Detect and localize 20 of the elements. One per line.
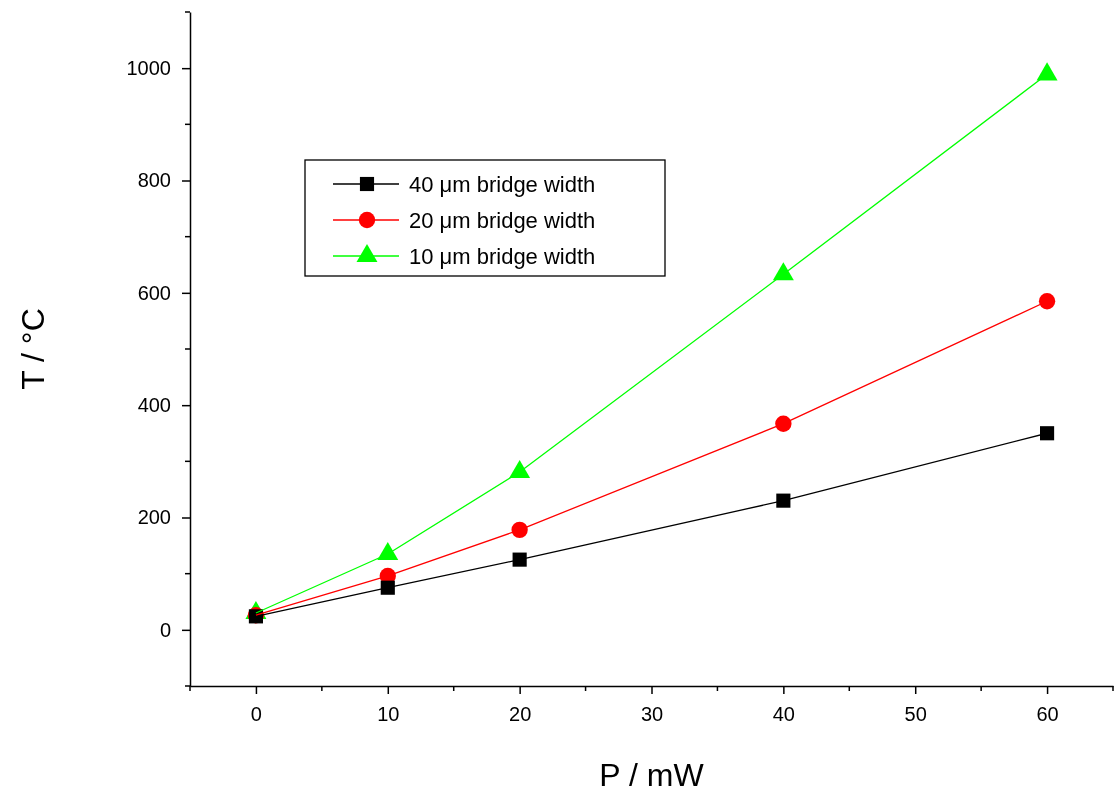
y-tick-label: 1000: [126, 57, 171, 80]
x-tick-label: 20: [509, 703, 532, 725]
y-tick-label: 0: [159, 618, 171, 641]
point: [1038, 293, 1056, 310]
point: [1040, 426, 1055, 441]
x-tick-label: 40: [772, 703, 795, 725]
y-axis-title: T / °C: [15, 308, 51, 390]
y-tick-label: 800: [137, 169, 171, 192]
x-axis-title: P / mW: [599, 757, 705, 793]
y-tick-label: 200: [137, 506, 171, 529]
x-tick-label: 10: [377, 703, 400, 725]
x-tick-label: 30: [640, 703, 664, 725]
x-tick-label: 0: [250, 703, 262, 725]
legend-label: 40 μm bridge width: [409, 172, 596, 197]
legend-label: 20 μm bridge width: [409, 208, 596, 233]
y-tick-label: 600: [137, 281, 171, 304]
y-tick-label: 400: [137, 394, 171, 417]
x-tick-label: 50: [904, 703, 927, 725]
x-tick-label: 60: [1036, 703, 1059, 725]
legend-label: 10 μm bridge width: [409, 244, 596, 269]
